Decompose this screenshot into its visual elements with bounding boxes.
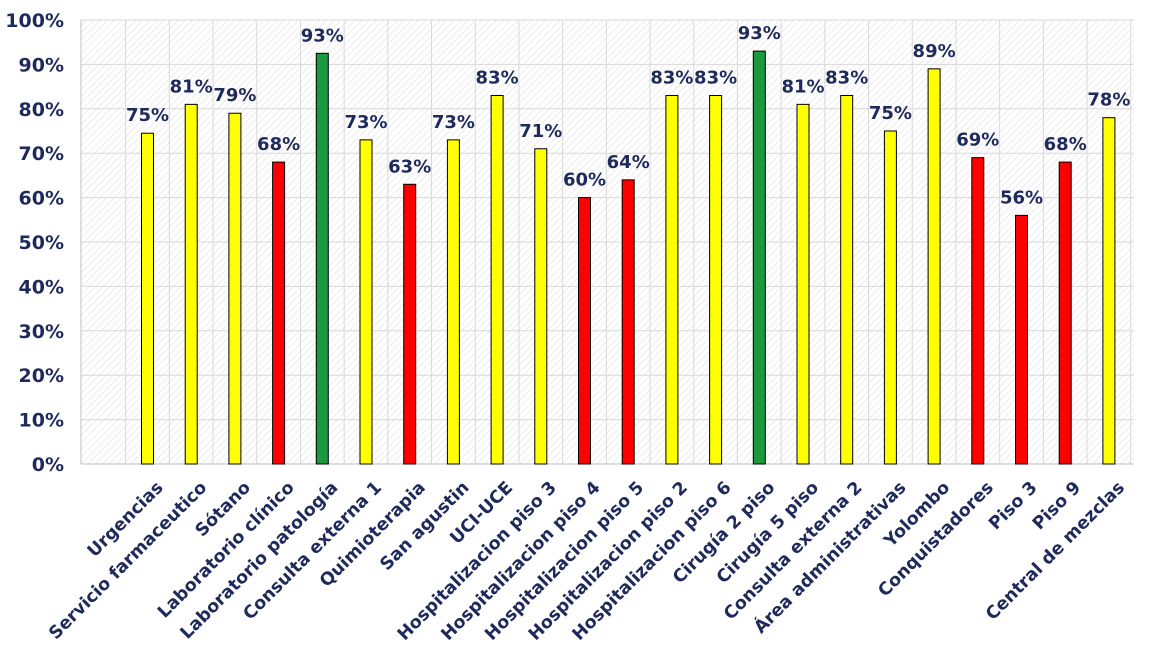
bars (141, 50, 1116, 465)
data-label: 89% (913, 41, 956, 62)
bar (315, 52, 329, 465)
y-tick-label: 100% (5, 10, 64, 32)
data-label: 56% (1000, 187, 1043, 208)
data-label: 68% (257, 134, 300, 155)
bar (927, 68, 941, 465)
bar (752, 50, 766, 465)
bar (1015, 214, 1028, 465)
bar (1058, 161, 1072, 465)
data-label: 71% (519, 121, 562, 142)
y-axis: 0% 10% 20% 30% 40% 50% 60% 70% 80% 90% 100% (5, 10, 1134, 476)
bar (578, 197, 591, 465)
data-label: 93% (301, 25, 344, 46)
data-label: 68% (1044, 134, 1087, 155)
bar (446, 139, 460, 465)
bar (228, 112, 242, 465)
data-label: 73% (344, 112, 387, 133)
data-label: 83% (825, 67, 868, 88)
bar (665, 94, 679, 465)
data-label: 81% (781, 76, 824, 97)
y-tick-label: 60% (19, 188, 64, 210)
y-tick-label: 20% (19, 365, 64, 387)
bar (403, 183, 417, 465)
x-tick-label: Piso 3 (985, 478, 1041, 534)
data-label: 93% (738, 23, 781, 44)
bar (272, 161, 286, 465)
data-label: 81% (170, 76, 213, 97)
data-labels: 75%81% 79%68%93%73%63%73%83%71%60%64%83% 8… (126, 23, 1130, 208)
data-label: 83% (694, 67, 737, 88)
y-tick-label: 90% (19, 54, 64, 76)
data-label: 75% (869, 103, 912, 124)
y-tick-label: 70% (19, 143, 64, 165)
data-label: 78% (1087, 90, 1130, 111)
bar (883, 130, 897, 465)
data-label: 69% (956, 130, 999, 151)
y-tick-label: 10% (19, 410, 64, 432)
data-label: 75% (126, 105, 169, 126)
bar (359, 139, 373, 465)
y-tick-label: 30% (19, 321, 64, 343)
y-tick-label: 80% (19, 99, 64, 121)
bar (184, 103, 198, 465)
bar (709, 94, 723, 465)
bar (621, 179, 635, 465)
data-label: 83% (650, 67, 693, 88)
data-label: 64% (607, 152, 650, 173)
data-label: 83% (476, 67, 519, 88)
bar (1102, 117, 1116, 465)
bar (141, 132, 154, 465)
bar (840, 94, 854, 465)
data-label: 60% (563, 170, 606, 191)
bar (971, 157, 985, 465)
data-label: 63% (388, 156, 431, 177)
bar (796, 103, 810, 465)
bar (534, 148, 548, 465)
data-label: 79% (213, 85, 256, 106)
y-tick-label: 50% (19, 232, 64, 254)
y-tick-label: 0% (32, 454, 64, 476)
bar (490, 94, 504, 465)
data-label: 73% (432, 112, 475, 133)
gridlines (81, 19, 1134, 465)
y-tick-label: 40% (19, 276, 64, 298)
